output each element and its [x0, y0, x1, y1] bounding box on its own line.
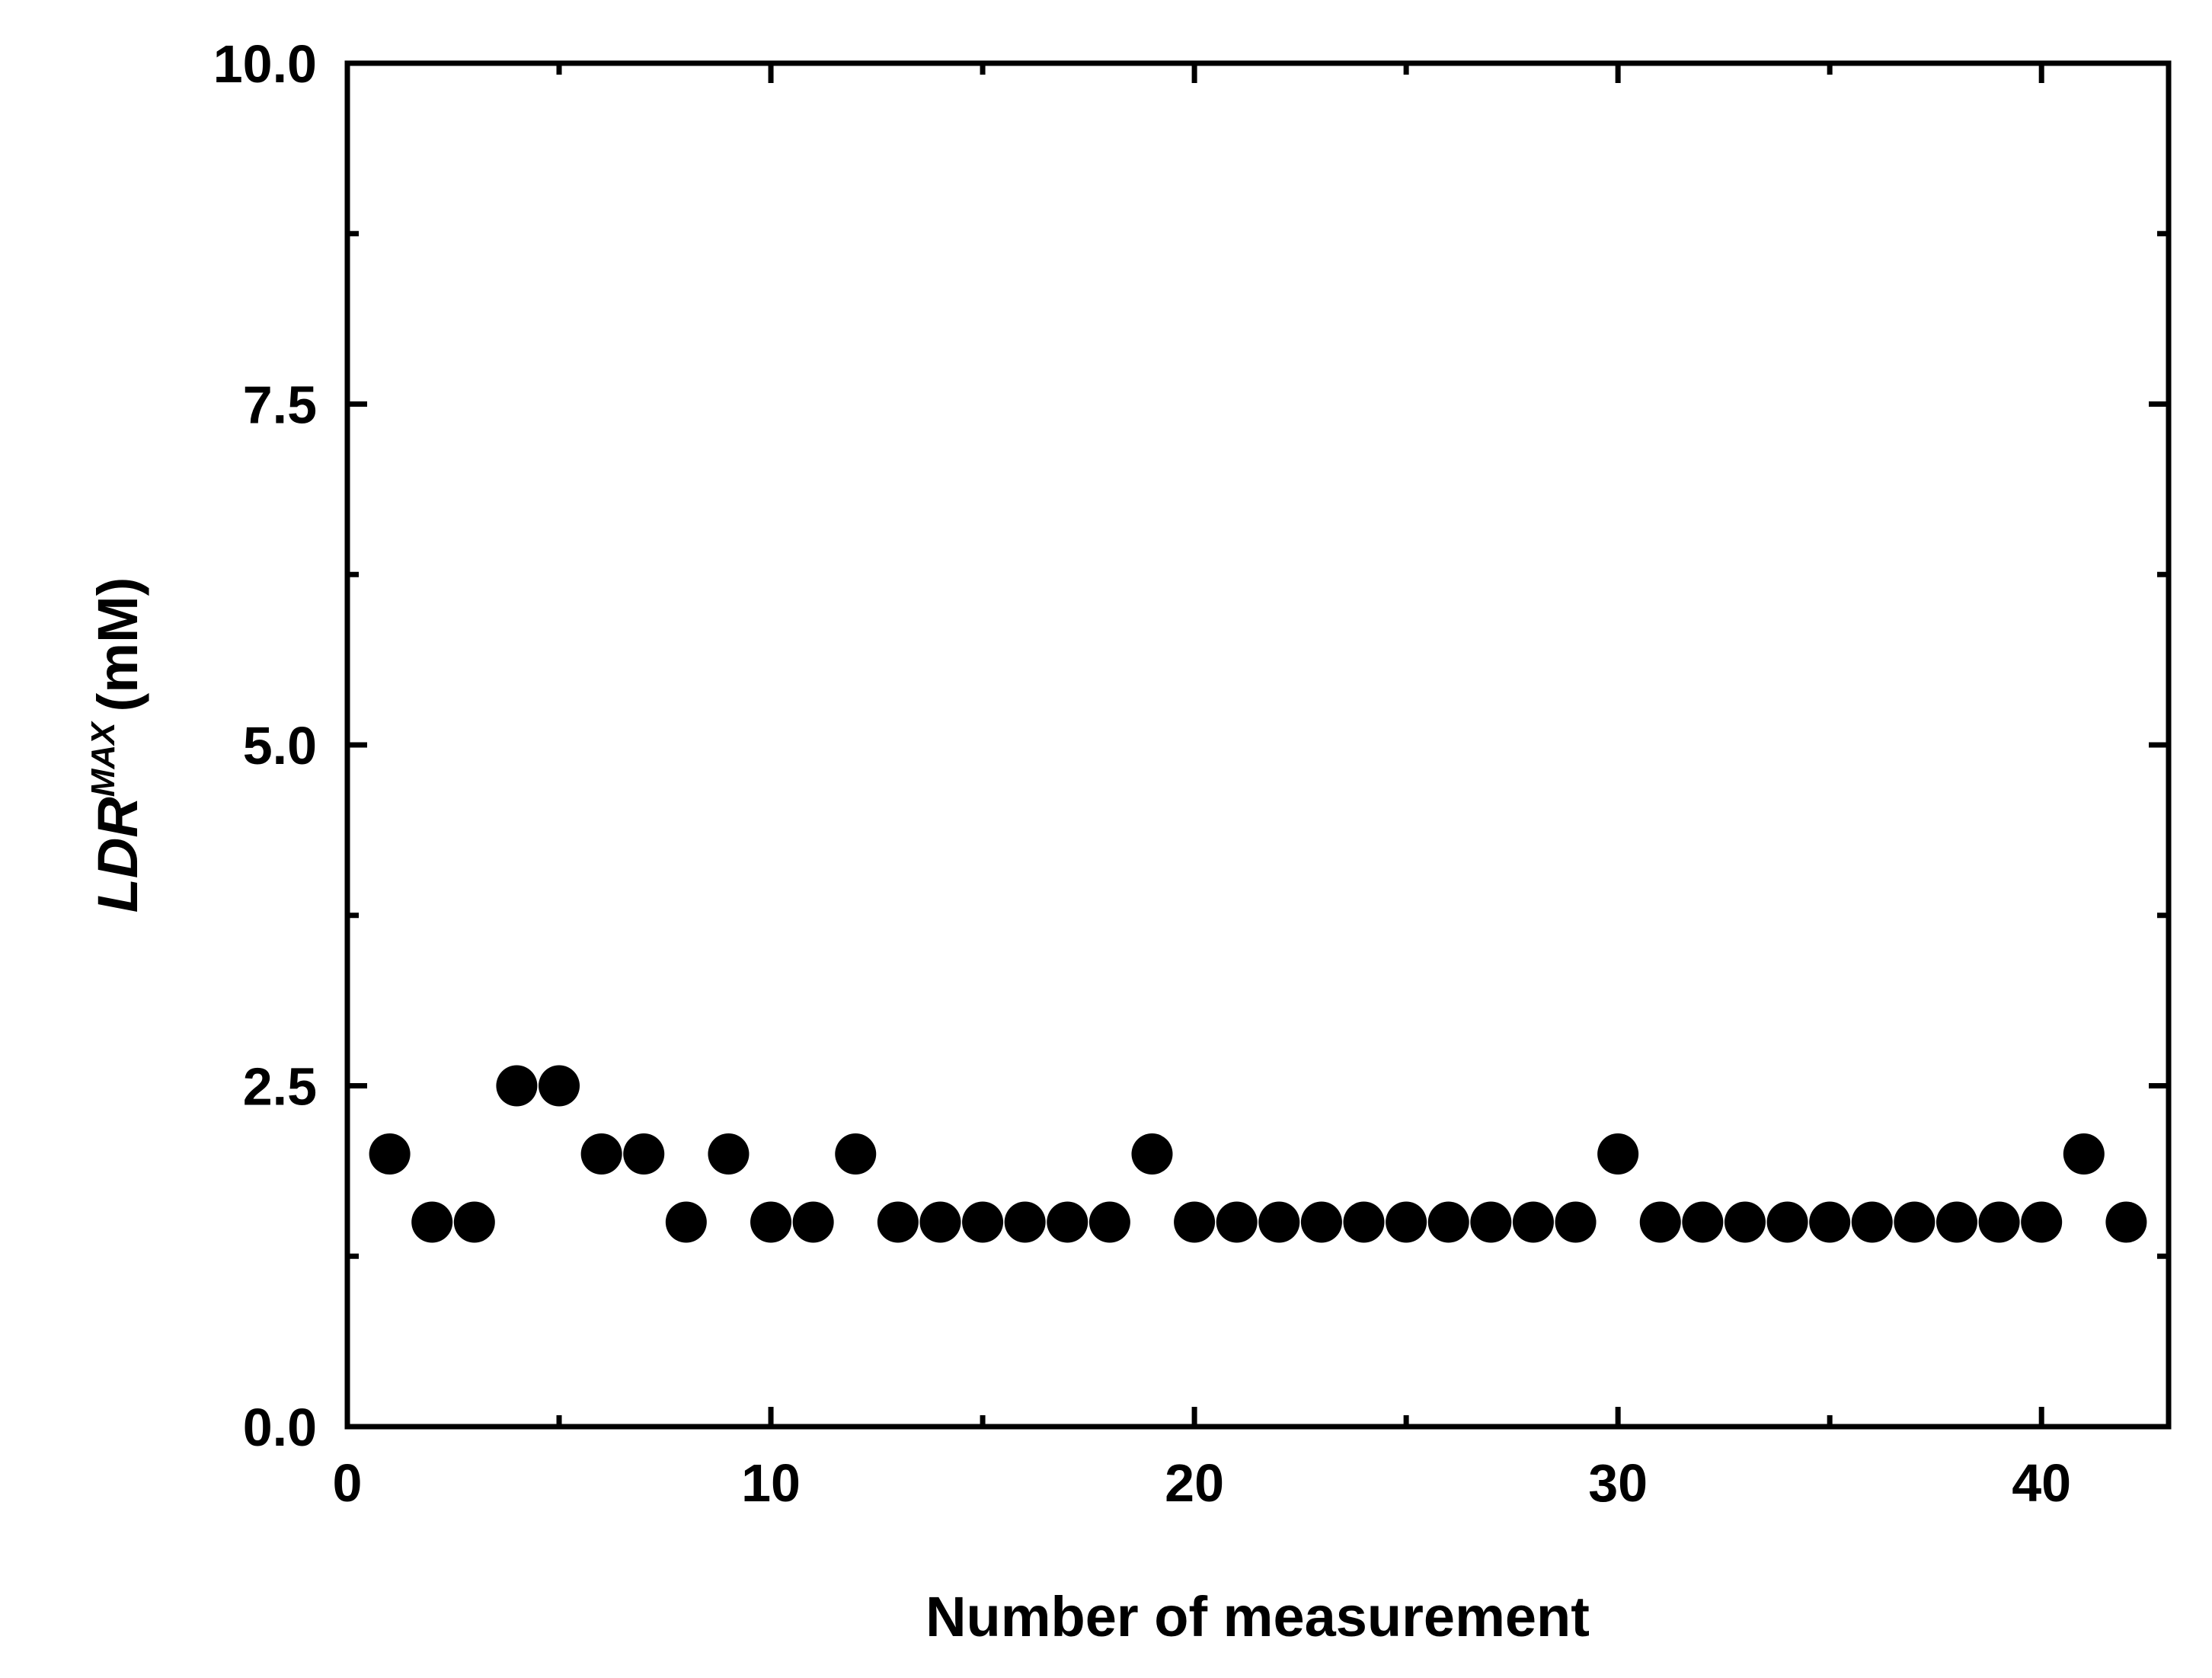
- axis-ticks: [344, 60, 2169, 1430]
- data-point: [1555, 1201, 1597, 1243]
- data-point: [835, 1133, 877, 1175]
- data-point: [496, 1065, 538, 1107]
- data-point: [1639, 1201, 1681, 1243]
- data-point: [1300, 1201, 1342, 1243]
- data-point: [877, 1201, 919, 1243]
- data-point: [1386, 1201, 1427, 1243]
- data-point: [1682, 1201, 1724, 1243]
- y-axis-title-unit: (mM): [86, 577, 149, 712]
- data-point: [665, 1201, 707, 1243]
- data-point: [1936, 1201, 1977, 1243]
- data-point: [1894, 1201, 1936, 1243]
- data-point: [580, 1133, 622, 1175]
- data-point: [1216, 1201, 1258, 1243]
- data-point: [2105, 1201, 2147, 1243]
- data-point: [411, 1201, 453, 1243]
- x-tick-label: 0: [333, 1453, 363, 1513]
- data-point: [539, 1065, 580, 1107]
- x-axis-title: Number of measurement: [925, 1585, 1590, 1648]
- data-point: [1809, 1201, 1851, 1243]
- y-tick-label: 2.5: [243, 1057, 317, 1117]
- x-tick-label: 10: [741, 1453, 801, 1513]
- data-point: [1004, 1201, 1046, 1243]
- data-point: [919, 1201, 961, 1243]
- data-point: [962, 1201, 1004, 1243]
- data-point: [1724, 1201, 1766, 1243]
- data-point: [1470, 1201, 1512, 1243]
- x-tick-label: 40: [2012, 1453, 2071, 1513]
- x-tick-label: 20: [1165, 1453, 1224, 1513]
- data-point: [1427, 1201, 1469, 1243]
- data-point: [453, 1201, 495, 1243]
- data-point: [1978, 1201, 2020, 1243]
- data-point: [2063, 1133, 2105, 1175]
- data-point: [1851, 1201, 1893, 1243]
- x-tick-label: 30: [1588, 1453, 1648, 1513]
- y-axis-title: LDRMAX (mM): [85, 577, 149, 913]
- y-tick-label: 7.5: [243, 376, 317, 435]
- data-point: [1597, 1133, 1639, 1175]
- y-tick-label: 5.0: [243, 716, 317, 775]
- data-point: [1766, 1201, 1808, 1243]
- data-point: [1131, 1133, 1173, 1175]
- y-axis-title-main: LDR: [86, 797, 149, 913]
- data-point: [1258, 1201, 1300, 1243]
- data-point: [2021, 1201, 2063, 1243]
- y-tick-label: 0.0: [243, 1398, 317, 1457]
- data-point: [1343, 1201, 1385, 1243]
- axis-tick-labels: 0 10 20 30 40 0.0 2.5 5.0 7.5 10.0: [213, 34, 2071, 1513]
- data-points: [369, 1065, 2147, 1243]
- data-point: [623, 1133, 665, 1175]
- data-point: [1047, 1201, 1088, 1243]
- y-axis-title-superscript: MAX: [85, 721, 122, 797]
- data-point: [1512, 1201, 1554, 1243]
- data-point: [708, 1133, 750, 1175]
- y-tick-label: 10.0: [213, 34, 317, 94]
- data-point: [1174, 1201, 1216, 1243]
- data-point: [750, 1201, 792, 1243]
- data-point: [369, 1133, 411, 1175]
- data-point: [1088, 1201, 1130, 1243]
- data-point: [792, 1201, 834, 1243]
